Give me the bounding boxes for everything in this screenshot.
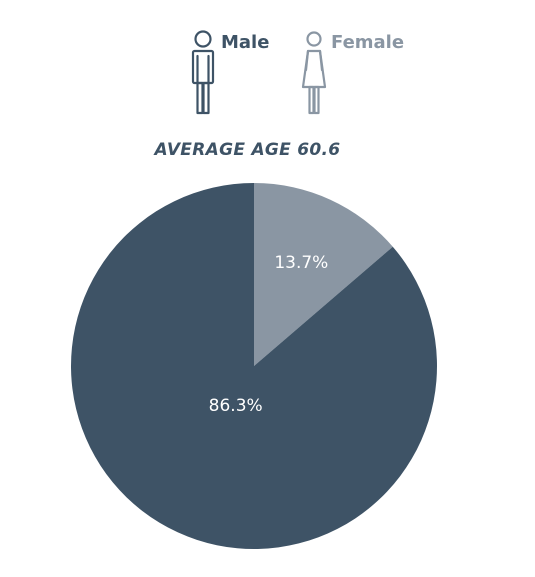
pie-slice-female — [254, 183, 393, 366]
legend: Male Female — [0, 30, 535, 120]
chart-title: AVERAGE AGE 60.6 — [154, 140, 341, 160]
legend-label-female: Female — [331, 32, 405, 53]
female-figure-icon — [301, 31, 327, 115]
male-figure-icon — [191, 30, 215, 115]
slice-label-male: 86.3% — [209, 396, 263, 416]
pie-slice-male — [70, 183, 438, 549]
slice-label-female: 13.7% — [274, 253, 328, 273]
legend-label-male: Male — [221, 32, 270, 53]
